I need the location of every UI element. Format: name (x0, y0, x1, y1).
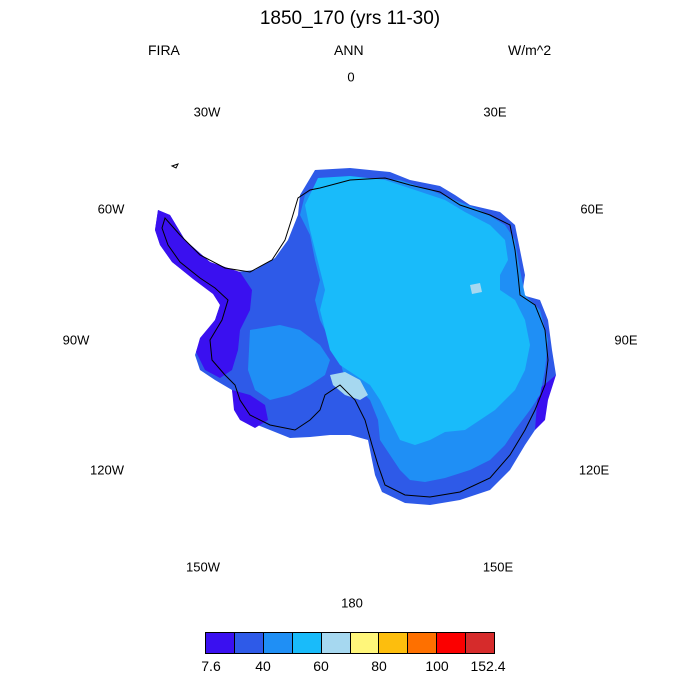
field-60-80-core (305, 176, 530, 445)
field-7-40-south (232, 390, 268, 428)
lon-label-0: 0 (347, 69, 355, 85)
lon-label-120w: 120W (90, 462, 124, 478)
colorbar-swatch (437, 633, 467, 653)
colorbar-swatch (321, 633, 351, 653)
colorbar-label-min: 7.6 (201, 658, 221, 674)
lon-label-180: 180 (341, 595, 363, 611)
lon-label-60e: 60E (580, 201, 604, 217)
lon-label-90e: 90E (614, 332, 638, 348)
colorbar-swatch (379, 633, 409, 653)
colorbar-swatch (263, 633, 293, 653)
units-label: W/m^2 (508, 42, 552, 58)
season-label: ANN (334, 42, 364, 58)
field-80-patch (470, 283, 482, 294)
colorbar-swatch (234, 633, 264, 653)
colorbar-label-40: 40 (255, 658, 271, 674)
island-outline (170, 163, 179, 169)
colorbar-swatch (206, 633, 235, 653)
colorbar-label-max: 152.4 (470, 658, 506, 674)
lon-label-30w: 30W (193, 104, 221, 120)
lon-label-150e: 150E (482, 559, 514, 575)
colorbar-label-100: 100 (425, 658, 449, 674)
field-80-shelf (330, 372, 368, 400)
colorbar-swatch (292, 633, 322, 653)
lon-label-30e: 30E (483, 104, 507, 120)
colorbar-swatch (350, 633, 380, 653)
lon-label-60w: 60W (97, 201, 125, 217)
colorbar-label-60: 60 (313, 658, 329, 674)
lon-label-120e: 120E (578, 462, 610, 478)
colorbar (205, 632, 495, 654)
field-60-west (248, 325, 330, 400)
coastline (161, 177, 549, 498)
lon-label-150w: 150W (186, 559, 220, 575)
field-7-40-west (155, 210, 252, 378)
plot-title: 1850_170 (yrs 11-30) (259, 8, 441, 29)
lon-label-90w: 90W (62, 332, 90, 348)
colorbar-swatch (408, 633, 438, 653)
colorbar-swatch (466, 633, 495, 653)
colorbar-label-80: 80 (371, 658, 387, 674)
variable-label: FIRA (148, 42, 180, 58)
